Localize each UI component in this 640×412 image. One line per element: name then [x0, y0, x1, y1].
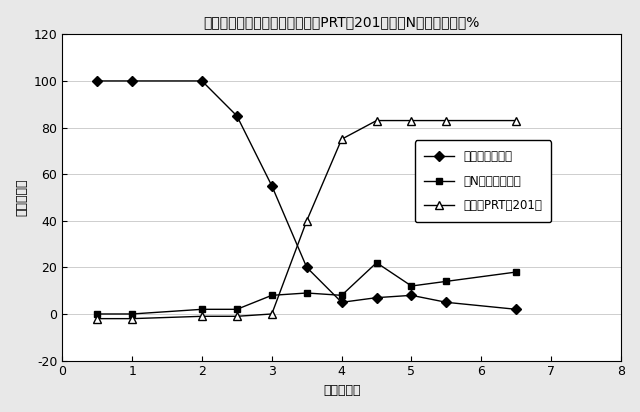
『成熟PRT－201』 [513, 118, 520, 123]
プロタンパク質 [198, 78, 206, 83]
プロタンパク質 [513, 307, 520, 312]
『成熟PRT－201』 [198, 314, 206, 319]
Line: プロタンパク質: プロタンパク質 [93, 77, 520, 313]
プロタンパク質 [233, 113, 241, 118]
X-axis label: 時間（時）: 時間（時） [323, 384, 360, 397]
Line: 『N末端変異体』: 『N末端変異体』 [93, 259, 520, 318]
Line: 『成熟PRT－201』: 『成熟PRT－201』 [93, 116, 520, 323]
『成熟PRT－201』 [408, 118, 415, 123]
『成熟PRT－201』 [372, 118, 380, 123]
『N末端変異体』 [268, 293, 276, 298]
プロタンパク質 [303, 265, 310, 270]
プロタンパク質 [338, 300, 346, 305]
『N末端変異体』 [233, 307, 241, 312]
『成熟PRT－201』 [233, 314, 241, 319]
『N末端変異体』 [408, 283, 415, 288]
Title: 変換中のプロタンパク質、成熟PRT－201およびN末端変異体の%: 変換中のプロタンパク質、成熟PRT－201およびN末端変異体の% [204, 15, 480, 29]
『N末端変異体』 [513, 269, 520, 274]
『成熟PRT－201』 [268, 311, 276, 316]
『N末端変異体』 [443, 279, 451, 284]
『N末端変異体』 [372, 260, 380, 265]
『N末端変異体』 [128, 311, 136, 316]
『N末端変異体』 [338, 293, 346, 298]
『N末端変異体』 [93, 311, 101, 316]
『N末端変異体』 [303, 290, 310, 295]
プロタンパク質 [443, 300, 451, 305]
プロタンパク質 [268, 183, 276, 188]
Y-axis label: バーセント: バーセント [15, 179, 28, 216]
『成熟PRT－201』 [128, 316, 136, 321]
『成熟PRT－201』 [338, 137, 346, 142]
『成熟PRT－201』 [443, 118, 451, 123]
プロタンパク質 [408, 293, 415, 298]
プロタンパク質 [372, 295, 380, 300]
『成熟PRT－201』 [93, 316, 101, 321]
Legend: プロタンパク質, 『N末端変異体』, 『成熟PRT－201』: プロタンパク質, 『N末端変異体』, 『成熟PRT－201』 [415, 140, 551, 222]
プロタンパク質 [128, 78, 136, 83]
『成熟PRT－201』 [303, 218, 310, 223]
『N末端変異体』 [198, 307, 206, 312]
プロタンパク質 [93, 78, 101, 83]
